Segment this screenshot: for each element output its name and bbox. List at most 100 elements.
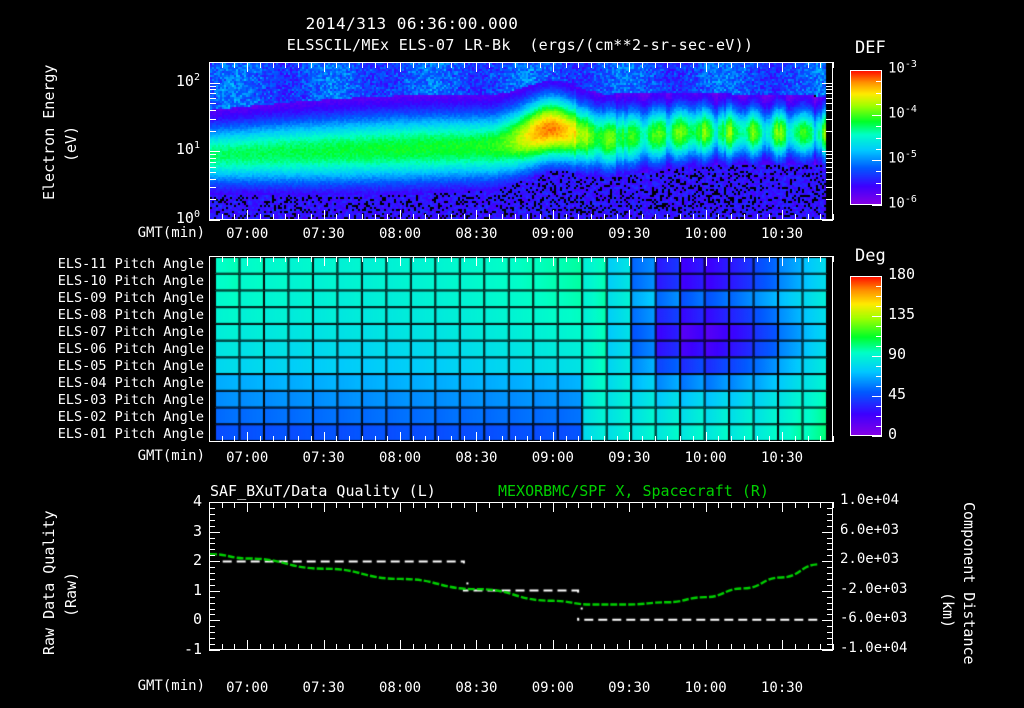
top-x-tick: [221, 62, 223, 68]
bottom-x-tick: [807, 644, 809, 650]
mid-x-tick: [718, 436, 720, 442]
bottom-x-tick: [654, 502, 656, 508]
bottom-x-tick: [438, 502, 440, 508]
bottom-x-tick: [412, 644, 414, 650]
mid-x-tick: [501, 256, 503, 262]
bottom-x-tick: [361, 644, 363, 650]
electron-energy-spectrogram-panel[interactable]: [209, 62, 833, 220]
bottom-left-y-tick: [209, 650, 220, 651]
top-x-tick: [654, 214, 656, 220]
y-tick: [209, 97, 216, 99]
bottom-right-y-label: -2.0e+03: [840, 580, 908, 597]
mid-x-tick: [272, 436, 274, 442]
top-x-tick: [540, 62, 542, 68]
bottom-x-tick-label: 08:30: [455, 680, 498, 696]
top-x-tick: [272, 214, 274, 220]
mid-x-tick: [705, 432, 707, 442]
mid-x-tick-label: 08:00: [378, 450, 422, 466]
y-tick: [209, 161, 216, 163]
top-x-tick: [387, 214, 389, 220]
pitch-angle-panel[interactable]: [209, 256, 833, 442]
bottom-right-y-tick: [822, 531, 833, 533]
data-quality-panel[interactable]: [209, 502, 833, 650]
bottom-x-tick: [578, 502, 580, 508]
bottom-x-tick: [387, 502, 389, 508]
spectrogram-canvas: [210, 63, 832, 219]
bottom-x-tick: [209, 502, 210, 508]
top-x-tick: [552, 210, 554, 220]
def-tick: [872, 160, 882, 161]
y-tick: [826, 89, 833, 91]
top-xlabel: GMT(min): [137, 225, 205, 241]
mid-x-tick: [349, 436, 351, 442]
pitch-angle-canvas: [210, 257, 832, 441]
bottom-title-left: SAF_BXuT/Data Quality (L): [210, 482, 436, 500]
mid-x-tick: [374, 256, 376, 262]
bottom-x-tick: [603, 644, 605, 650]
bottom-x-tick: [552, 640, 554, 650]
mid-x-tick: [603, 436, 605, 442]
bottom-x-tick: [349, 502, 351, 508]
y-tick: [826, 157, 833, 159]
y-tick: [209, 166, 216, 168]
mid-x-tick: [209, 256, 210, 262]
top-x-tick: [718, 62, 720, 68]
mid-x-tick: [476, 432, 478, 442]
bottom-left-y-minor: [209, 567, 215, 569]
mid-x-tick: [514, 436, 516, 442]
mid-x-tick: [591, 256, 593, 262]
bottom-x-tick-label: 07:30: [302, 680, 345, 696]
mid-x-tick: [667, 436, 669, 442]
mid-x-tick: [833, 256, 834, 262]
mid-x-tick: [692, 436, 694, 442]
def-minor-tick: [876, 92, 882, 94]
mid-x-tick: [463, 436, 465, 442]
bottom-x-tick: [769, 502, 771, 508]
top-x-tick: [769, 62, 771, 68]
bottom-x-tick: [782, 640, 784, 650]
top-x-tick: [514, 62, 516, 68]
mid-x-tick: [552, 432, 554, 442]
bottom-left-y-minor: [209, 507, 215, 509]
mid-x-tick: [310, 256, 312, 262]
mid-x-tick-label: 09:30: [608, 450, 651, 466]
top-x-tick: [425, 214, 427, 220]
bottom-left-y-tick: [209, 531, 220, 533]
deg-colorbar-title: Deg: [855, 246, 886, 266]
mid-x-tick: [438, 436, 440, 442]
bottom-x-tick: [782, 502, 784, 512]
bottom-left-y-label: 1: [192, 580, 202, 599]
bottom-x-tick: [705, 502, 707, 512]
top-x-tick: [298, 62, 300, 68]
bottom-x-tick-label: 10:00: [684, 680, 727, 696]
y-tick: [209, 62, 216, 63]
bottom-left-y-tick: [209, 590, 220, 592]
bottom-x-tick: [769, 644, 771, 650]
mid-x-tick-label: 09:00: [531, 450, 574, 466]
mid-x-tick: [578, 256, 580, 262]
bottom-x-tick: [272, 644, 274, 650]
mid-x-tick: [438, 256, 440, 262]
mid-x-tick: [667, 256, 669, 262]
bottom-x-tick: [298, 644, 300, 650]
y-tick-label: 102: [175, 71, 200, 90]
bottom-right-y-label: 2.0e+03: [840, 551, 900, 568]
mid-x-tick: [425, 436, 427, 442]
bottom-x-tick: [234, 502, 236, 508]
bottom-right-y-tick: [822, 620, 833, 622]
top-x-tick: [743, 62, 745, 68]
y-tick: [822, 220, 833, 221]
mid-x-tick: [272, 256, 274, 262]
bottom-x-tick: [489, 644, 491, 650]
top-x-tick: [680, 62, 682, 68]
mid-x-tick: [298, 436, 300, 442]
top-x-tick: [476, 62, 478, 72]
top-x-tick: [463, 214, 465, 220]
top-x-tick: [349, 214, 351, 220]
deg-tick-label: 0: [888, 425, 898, 443]
bottom-x-tick: [692, 502, 694, 508]
deg-minor-tick: [876, 406, 882, 407]
mid-x-tick: [259, 436, 261, 442]
deg-minor-tick: [876, 416, 882, 417]
bottom-left-y-label: -1: [183, 640, 202, 658]
